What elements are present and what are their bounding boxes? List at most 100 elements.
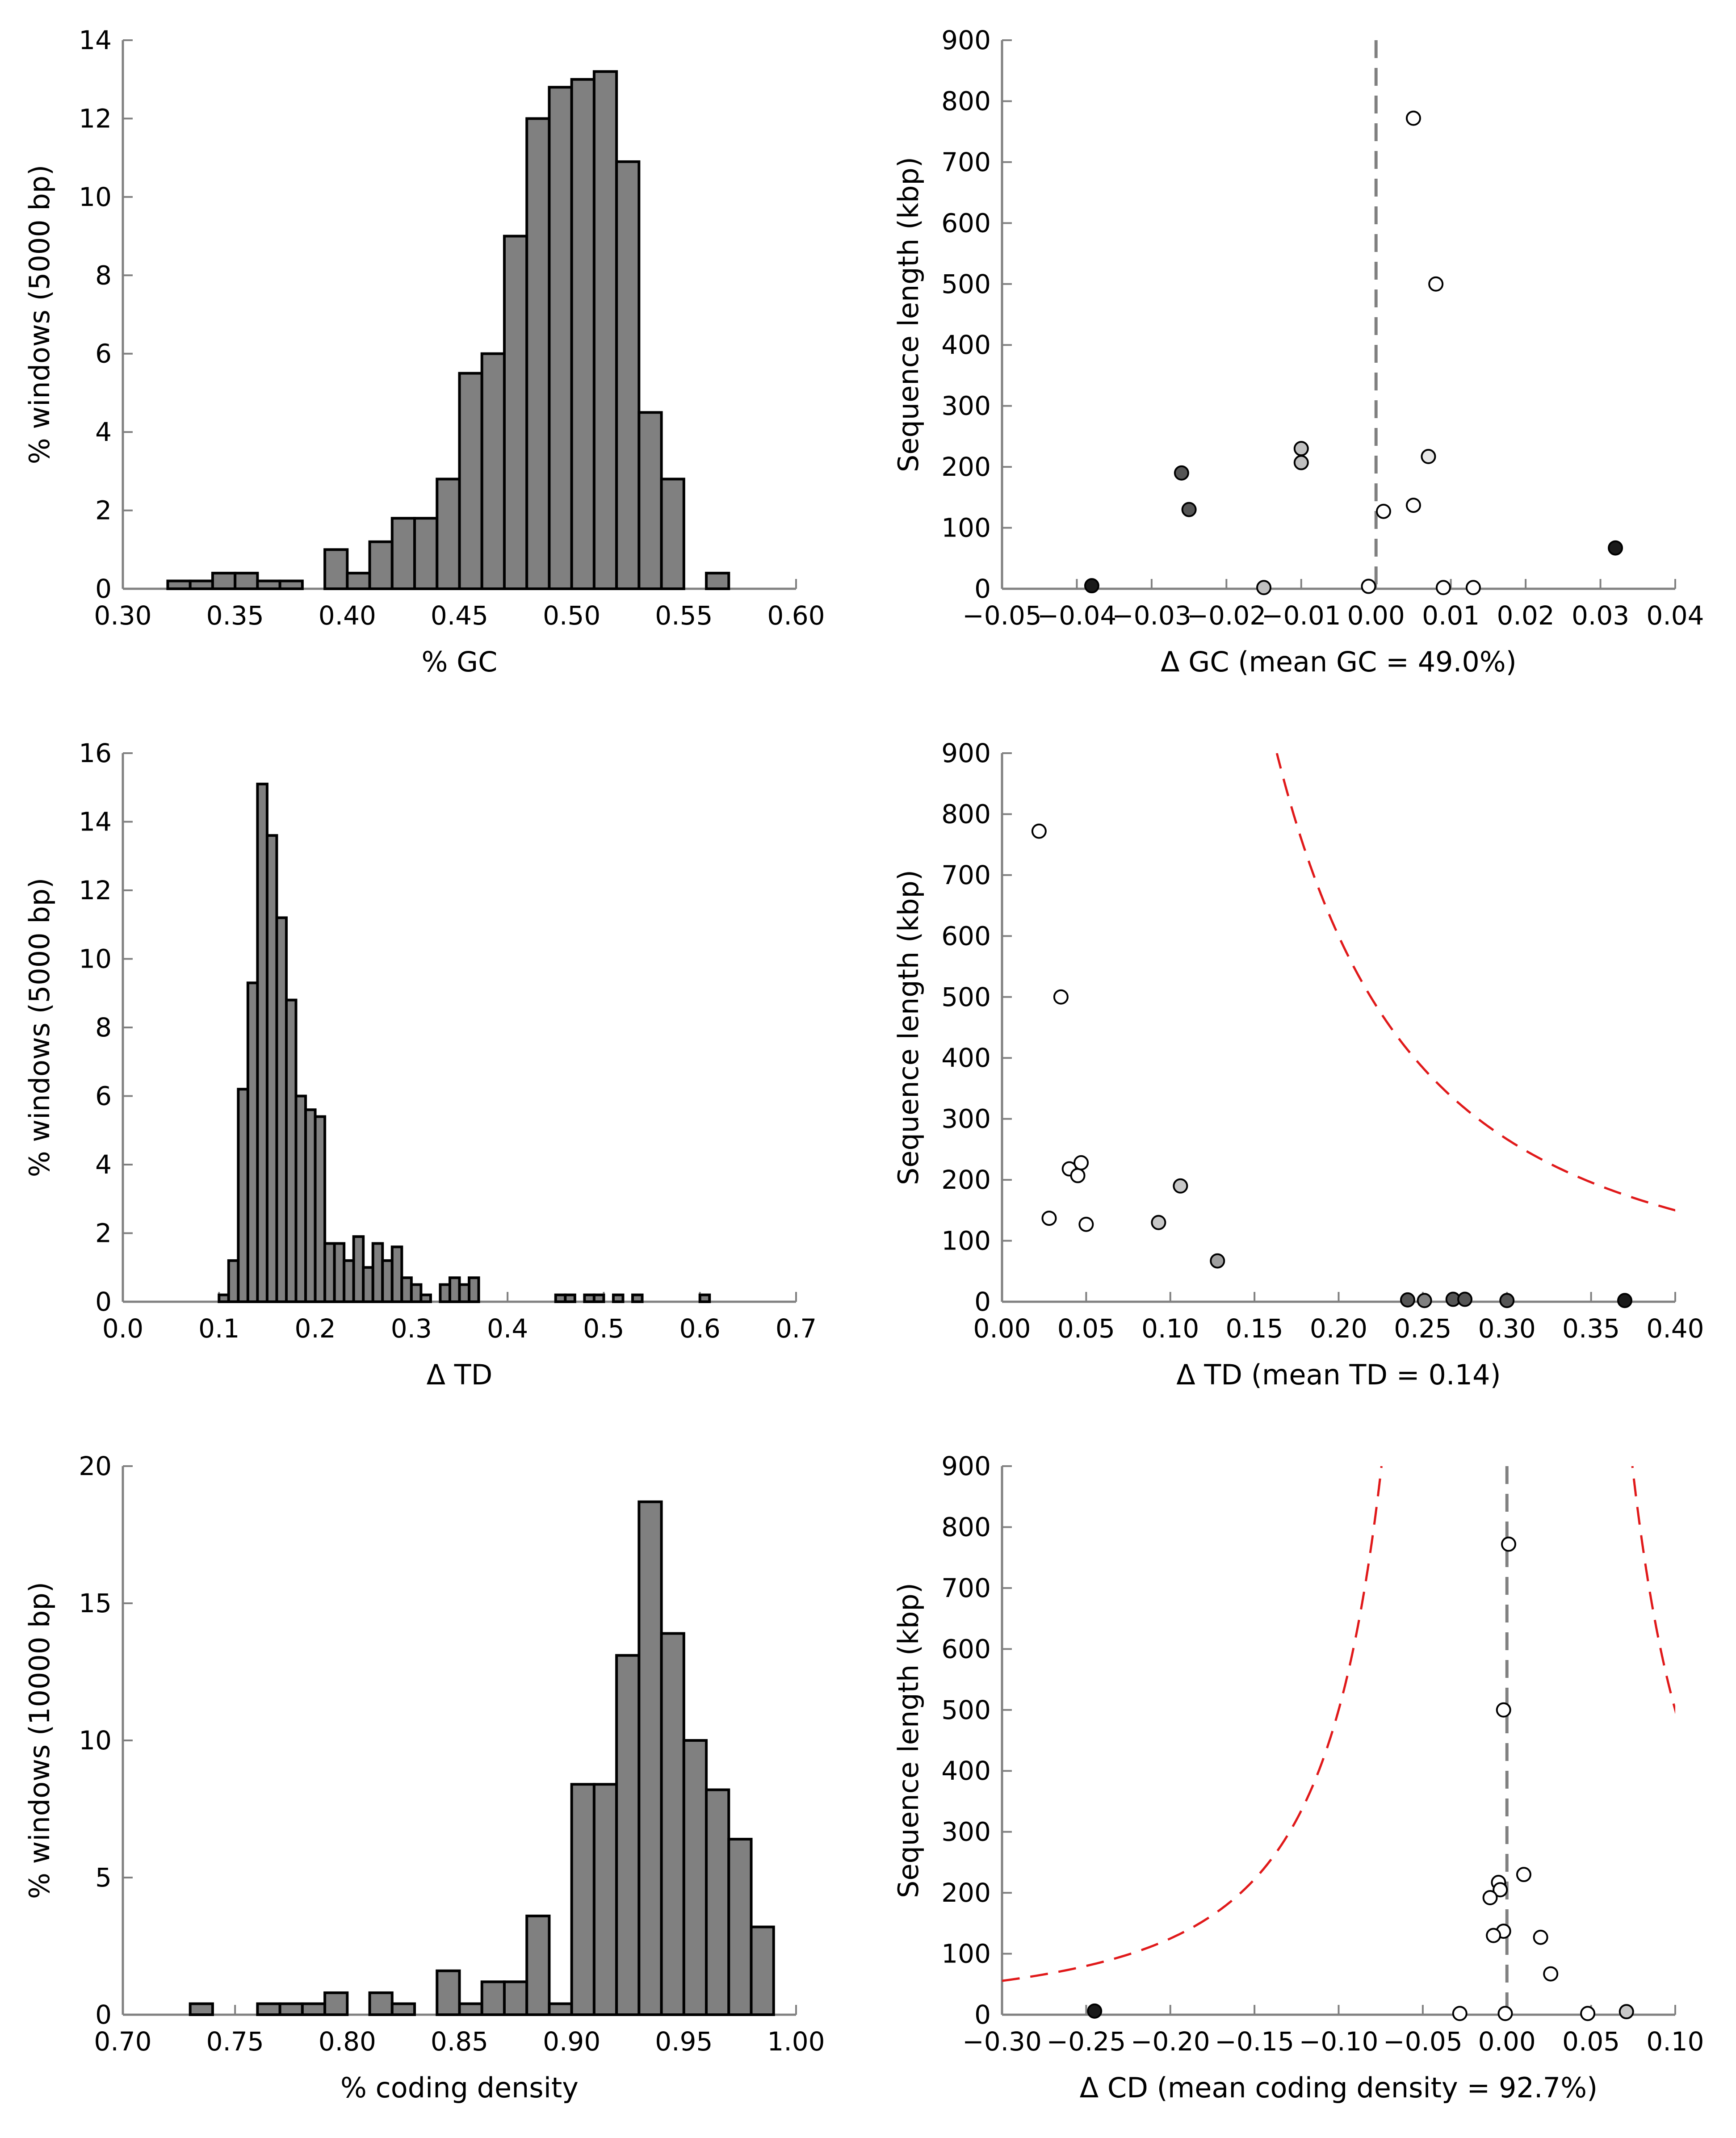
y-tick-label: 0 — [974, 574, 991, 604]
histogram-bar — [682, 1739, 708, 2016]
x-tick-label: 0.45 — [431, 600, 488, 631]
x-tick-label: 0.05 — [1057, 1313, 1115, 1344]
x-tick-label: 0.90 — [543, 2026, 600, 2057]
histogram-bar — [381, 1259, 394, 1303]
x-tick-label: 0.75 — [206, 2026, 264, 2057]
x-tick-label: 0.70 — [94, 2026, 151, 2057]
histogram-bar — [705, 571, 730, 591]
histogram-bar — [189, 2002, 214, 2016]
x-tick-label: 0.3 — [391, 1313, 432, 1344]
x-tick-label: −0.25 — [1047, 2026, 1126, 2057]
panel-td_scatter: 0.00 0.05 0.10 0.15 0.20 0.25 0.30 0.35 0.40 0 100… — [892, 738, 1704, 1391]
histogram-bar — [234, 571, 259, 591]
panel-cd_hist: 0.70 0.75 0.80 0.85 0.90 0.95 1.00 0 5 10 15 20 % co… — [23, 1451, 825, 2104]
histogram-bar — [637, 411, 663, 590]
y-axis-label: Sequence length (kbp) — [892, 157, 925, 472]
histogram-bar — [265, 834, 278, 1303]
histogram-bar — [256, 2002, 281, 2016]
histogram-bar — [458, 372, 483, 590]
histogram-bar — [294, 1094, 307, 1303]
histogram-bar — [503, 235, 528, 590]
y-tick-label: 700 — [941, 860, 991, 890]
histogram-bar — [480, 1980, 506, 2016]
x-tick-label: 0.40 — [319, 600, 376, 631]
histogram-bar — [323, 1991, 349, 2016]
y-tick-label: 12 — [79, 103, 112, 134]
panel-gc_scatter: −0.05−0.04−0.03−0.02−0.01 0.00 0.01 0.02 0.0… — [892, 25, 1704, 678]
data-point — [1580, 2006, 1596, 2021]
y-tick-label: 100 — [941, 1939, 991, 1969]
x-tick-label: 0.30 — [1478, 1313, 1536, 1344]
histogram-bar — [592, 1293, 605, 1303]
data-point — [1041, 1211, 1057, 1226]
histogram-bar — [211, 571, 237, 591]
x-tick-label: 0.15 — [1226, 1313, 1283, 1344]
histogram-bar — [166, 579, 192, 591]
y-tick-label: 500 — [941, 1695, 991, 1725]
x-tick-label: 0.20 — [1310, 1313, 1367, 1344]
histogram-bar — [352, 1235, 365, 1304]
y-tick-label: 20 — [79, 1451, 112, 1481]
x-tick-label: −0.01 — [1262, 600, 1341, 631]
x-tick-label: 0.7 — [776, 1313, 817, 1344]
y-tick-label: 200 — [941, 1165, 991, 1195]
histogram-bar — [285, 998, 298, 1304]
x-tick-label: 0.95 — [655, 2026, 713, 2057]
histogram-bar — [189, 579, 214, 591]
x-tick-label: 0.25 — [1394, 1313, 1451, 1344]
y-tick-label: 5 — [95, 1862, 112, 1893]
x-tick-label: 0.5 — [583, 1313, 624, 1344]
y-axis-label: % windows (5000 bp) — [23, 878, 56, 1177]
y-axis-label: Sequence length (kbp) — [892, 1583, 925, 1898]
x-tick-label: 0.10 — [1141, 1313, 1199, 1344]
data-point — [1428, 276, 1444, 292]
histogram-bar — [592, 1783, 618, 2016]
y-axis-label: % windows (5000 bp) — [23, 165, 56, 464]
x-tick-label: 0.03 — [1572, 600, 1629, 631]
x-tick-label: 0.40 — [1646, 1313, 1704, 1344]
histogram-bar — [371, 1242, 384, 1303]
histogram-bar — [660, 1632, 685, 2016]
histogram-bar — [362, 1266, 374, 1303]
y-tick-label: 14 — [79, 25, 112, 55]
y-tick-label: 900 — [941, 25, 991, 55]
y-tick-label: 10 — [79, 182, 112, 212]
x-axis-label: Δ GC (mean GC = 49.0%) — [1161, 646, 1517, 678]
x-tick-label: −0.15 — [1215, 2026, 1294, 2057]
histogram-bar — [480, 352, 506, 590]
data-point — [1497, 2006, 1513, 2021]
y-tick-label: 2 — [95, 495, 112, 526]
y-tick-label: 4 — [95, 417, 112, 447]
x-axis-label: Δ CD (mean coding density = 92.7%) — [1080, 2071, 1598, 2104]
histogram-bar — [413, 517, 439, 590]
x-tick-label: 0.02 — [1497, 600, 1555, 631]
y-tick-label: 0 — [95, 574, 112, 604]
x-tick-label: 0.01 — [1422, 600, 1480, 631]
y-axis-label: % windows (10000 bp) — [23, 1582, 56, 1899]
data-point — [1293, 441, 1309, 457]
histogram-bar — [705, 1788, 730, 2016]
histogram-bar — [570, 78, 595, 591]
x-tick-label: 0.10 — [1646, 2026, 1704, 2057]
x-tick-label: 0.35 — [1562, 1313, 1620, 1344]
histogram-bar — [436, 1969, 461, 2016]
histogram-bar — [368, 540, 394, 590]
x-axis-label: % GC — [422, 646, 498, 678]
histogram-bar — [698, 1293, 711, 1303]
confidence-funnel-curve — [1275, 753, 1675, 1212]
x-tick-label: −0.30 — [962, 2026, 1042, 2057]
y-tick-label: 0 — [95, 1287, 112, 1317]
histogram-bar — [448, 1276, 461, 1303]
y-tick-label: 200 — [941, 452, 991, 482]
data-point — [1084, 578, 1099, 594]
panel-cd_scatter: −0.30 −0.25 −0.20 −0.15 −0.10 −0.05 0.00 0.05 0.… — [892, 1451, 1704, 2104]
histogram-bar — [436, 478, 461, 591]
x-tick-label: −0.05 — [962, 600, 1042, 631]
histogram-bar — [278, 579, 304, 591]
y-tick-label: 800 — [941, 86, 991, 116]
y-tick-label: 8 — [95, 260, 112, 290]
y-tick-label: 10 — [79, 1725, 112, 1756]
x-axis-label: Δ TD (mean TD = 0.14) — [1176, 1358, 1501, 1391]
data-point — [1608, 540, 1623, 556]
